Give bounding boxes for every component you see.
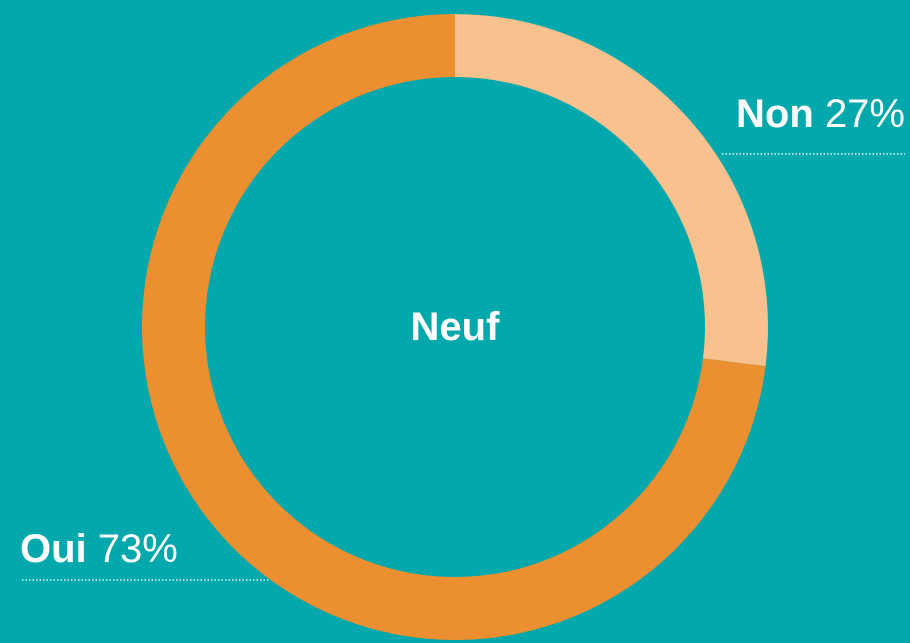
value-label: 27% [825,92,905,136]
donut-slice [455,14,768,367]
category-label: Non [736,92,814,136]
value-label: 73% [98,527,178,571]
slice-label: Oui 73% [20,527,178,571]
donut [142,14,768,640]
category-label: Oui [20,527,87,571]
center-label: Neuf [411,305,501,349]
slice-label: Non 27% [736,92,905,136]
